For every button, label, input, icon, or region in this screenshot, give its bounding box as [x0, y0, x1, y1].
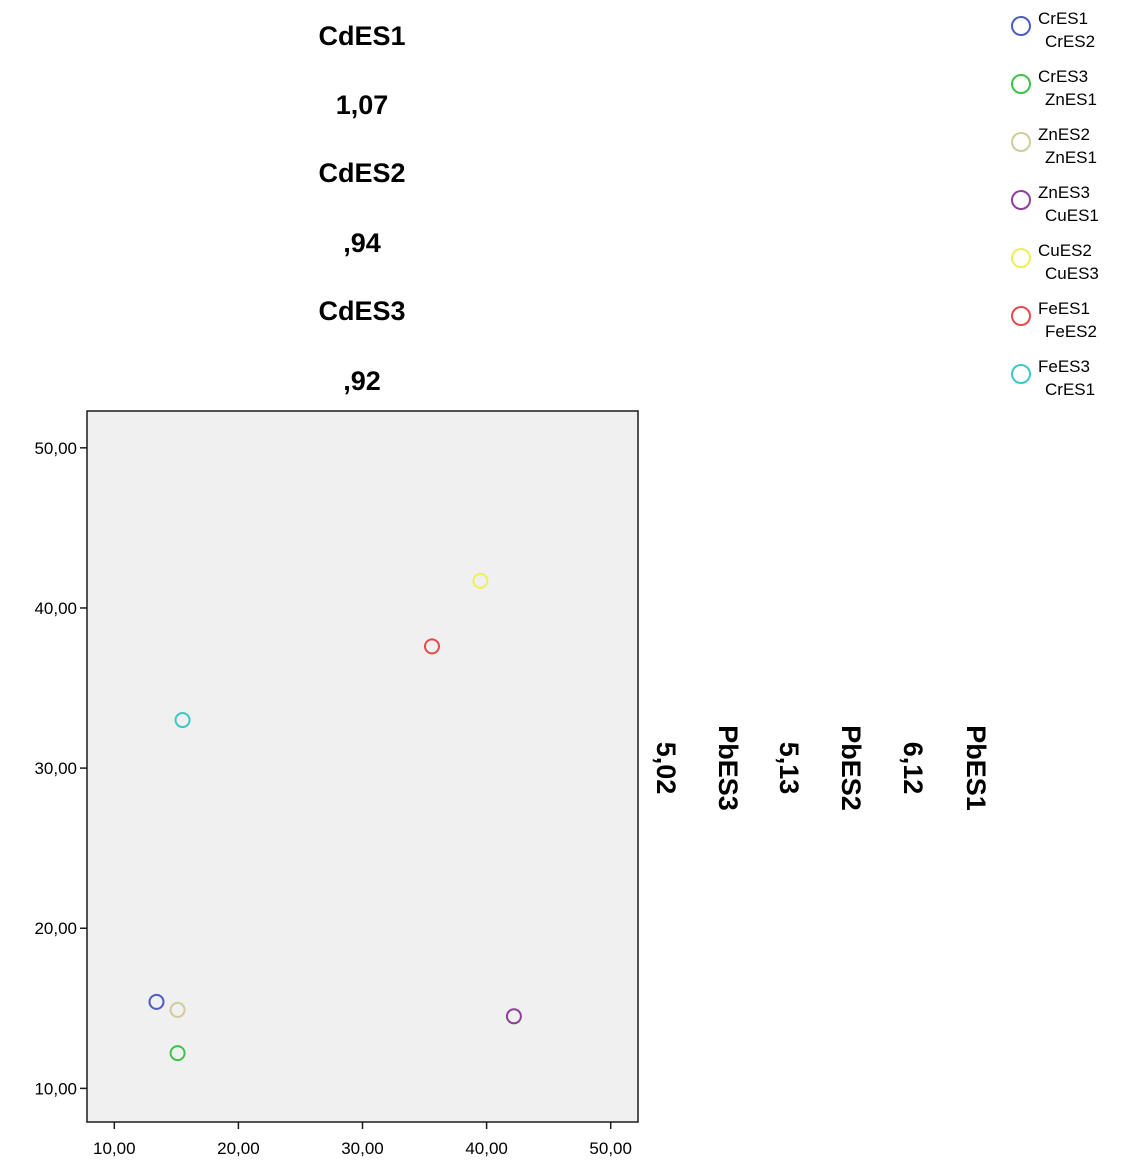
y-tick-label: 20,00 [34, 919, 77, 938]
legend-label: FeES1 [1038, 299, 1090, 318]
legend-label-secondary: CrES2 [1045, 32, 1095, 51]
y-tick-label: 50,00 [34, 439, 77, 458]
data-point-fees3 [174, 712, 191, 729]
legend-marker-cues2 [1011, 248, 1031, 268]
data-point-cres3 [169, 1045, 186, 1062]
legend-marker-znes3 [1011, 190, 1031, 210]
header-labels: CdES1 1,07 CdES2 ,94 CdES3 ,92 [318, 21, 405, 396]
data-point-znes3 [505, 1008, 522, 1025]
legend-label-secondary: CrES1 [1045, 380, 1095, 399]
legend-label: CrES3 [1038, 67, 1088, 86]
side-labels: 5,02 PbES3 5,13 PbES2 6,12 PbES1 [651, 725, 991, 811]
data-point-fees1 [423, 638, 440, 655]
side-label-pbes1: PbES1 [961, 725, 991, 811]
header-value-cdes1: 1,07 [336, 90, 389, 120]
side-label-pbes2: PbES2 [836, 725, 866, 811]
plot-area [86, 410, 639, 1123]
header-label-cdes1: CdES1 [318, 21, 405, 51]
side-value-pbes1: 6,12 [898, 742, 928, 795]
side-value-pbes2: 5,13 [774, 742, 804, 795]
x-tick-label: 20,00 [217, 1139, 260, 1158]
x-axis: 10,00 20,00 30,00 40,00 50,00 [93, 1122, 632, 1158]
legend-label: CrES1 [1038, 9, 1088, 28]
y-tick-label: 10,00 [34, 1079, 77, 1098]
legend-label: ZnES3 [1038, 183, 1090, 202]
header-label-cdes2: CdES2 [318, 158, 405, 188]
legend-marker-fees1 [1011, 306, 1031, 326]
x-tick-label: 40,00 [465, 1139, 508, 1158]
legend-label-secondary: ZnES1 [1045, 90, 1097, 109]
header-value-cdes3: ,92 [343, 366, 381, 396]
legend-label: FeES3 [1038, 357, 1090, 376]
x-tick-label: 50,00 [589, 1139, 632, 1158]
data-points [148, 572, 522, 1062]
legend-label-secondary: CuES3 [1045, 264, 1099, 283]
y-axis: 10,00 20,00 30,00 40,00 50,00 [34, 439, 87, 1098]
legend-label-secondary: ZnES1 [1045, 148, 1097, 167]
header-value-cdes2: ,94 [343, 228, 381, 258]
legend: CrES1 CrES2 CrES3 ZnES1 ZnES2 ZnES1 ZnES3 CuES1… [1011, 9, 1099, 399]
legend-label-secondary: CuES1 [1045, 206, 1099, 225]
legend-marker-fees3 [1011, 364, 1031, 384]
data-point-cues2 [472, 572, 489, 589]
y-tick-label: 30,00 [34, 759, 77, 778]
data-point-znes2 [169, 1001, 186, 1018]
data-point-cres1 [148, 993, 165, 1010]
header-label-cdes3: CdES3 [318, 296, 405, 326]
x-tick-label: 30,00 [341, 1139, 384, 1158]
legend-marker-znes2 [1011, 132, 1031, 152]
legend-label-secondary: FeES2 [1045, 322, 1097, 341]
y-tick-label: 40,00 [34, 599, 77, 618]
side-value-pbes3: 5,02 [651, 742, 681, 795]
side-label-pbes3: PbES3 [713, 725, 743, 811]
legend-label: CuES2 [1038, 241, 1092, 260]
legend-marker-cres1 [1011, 16, 1031, 36]
legend-label: ZnES2 [1038, 125, 1090, 144]
x-tick-label: 10,00 [93, 1139, 136, 1158]
legend-marker-cres3 [1011, 74, 1031, 94]
